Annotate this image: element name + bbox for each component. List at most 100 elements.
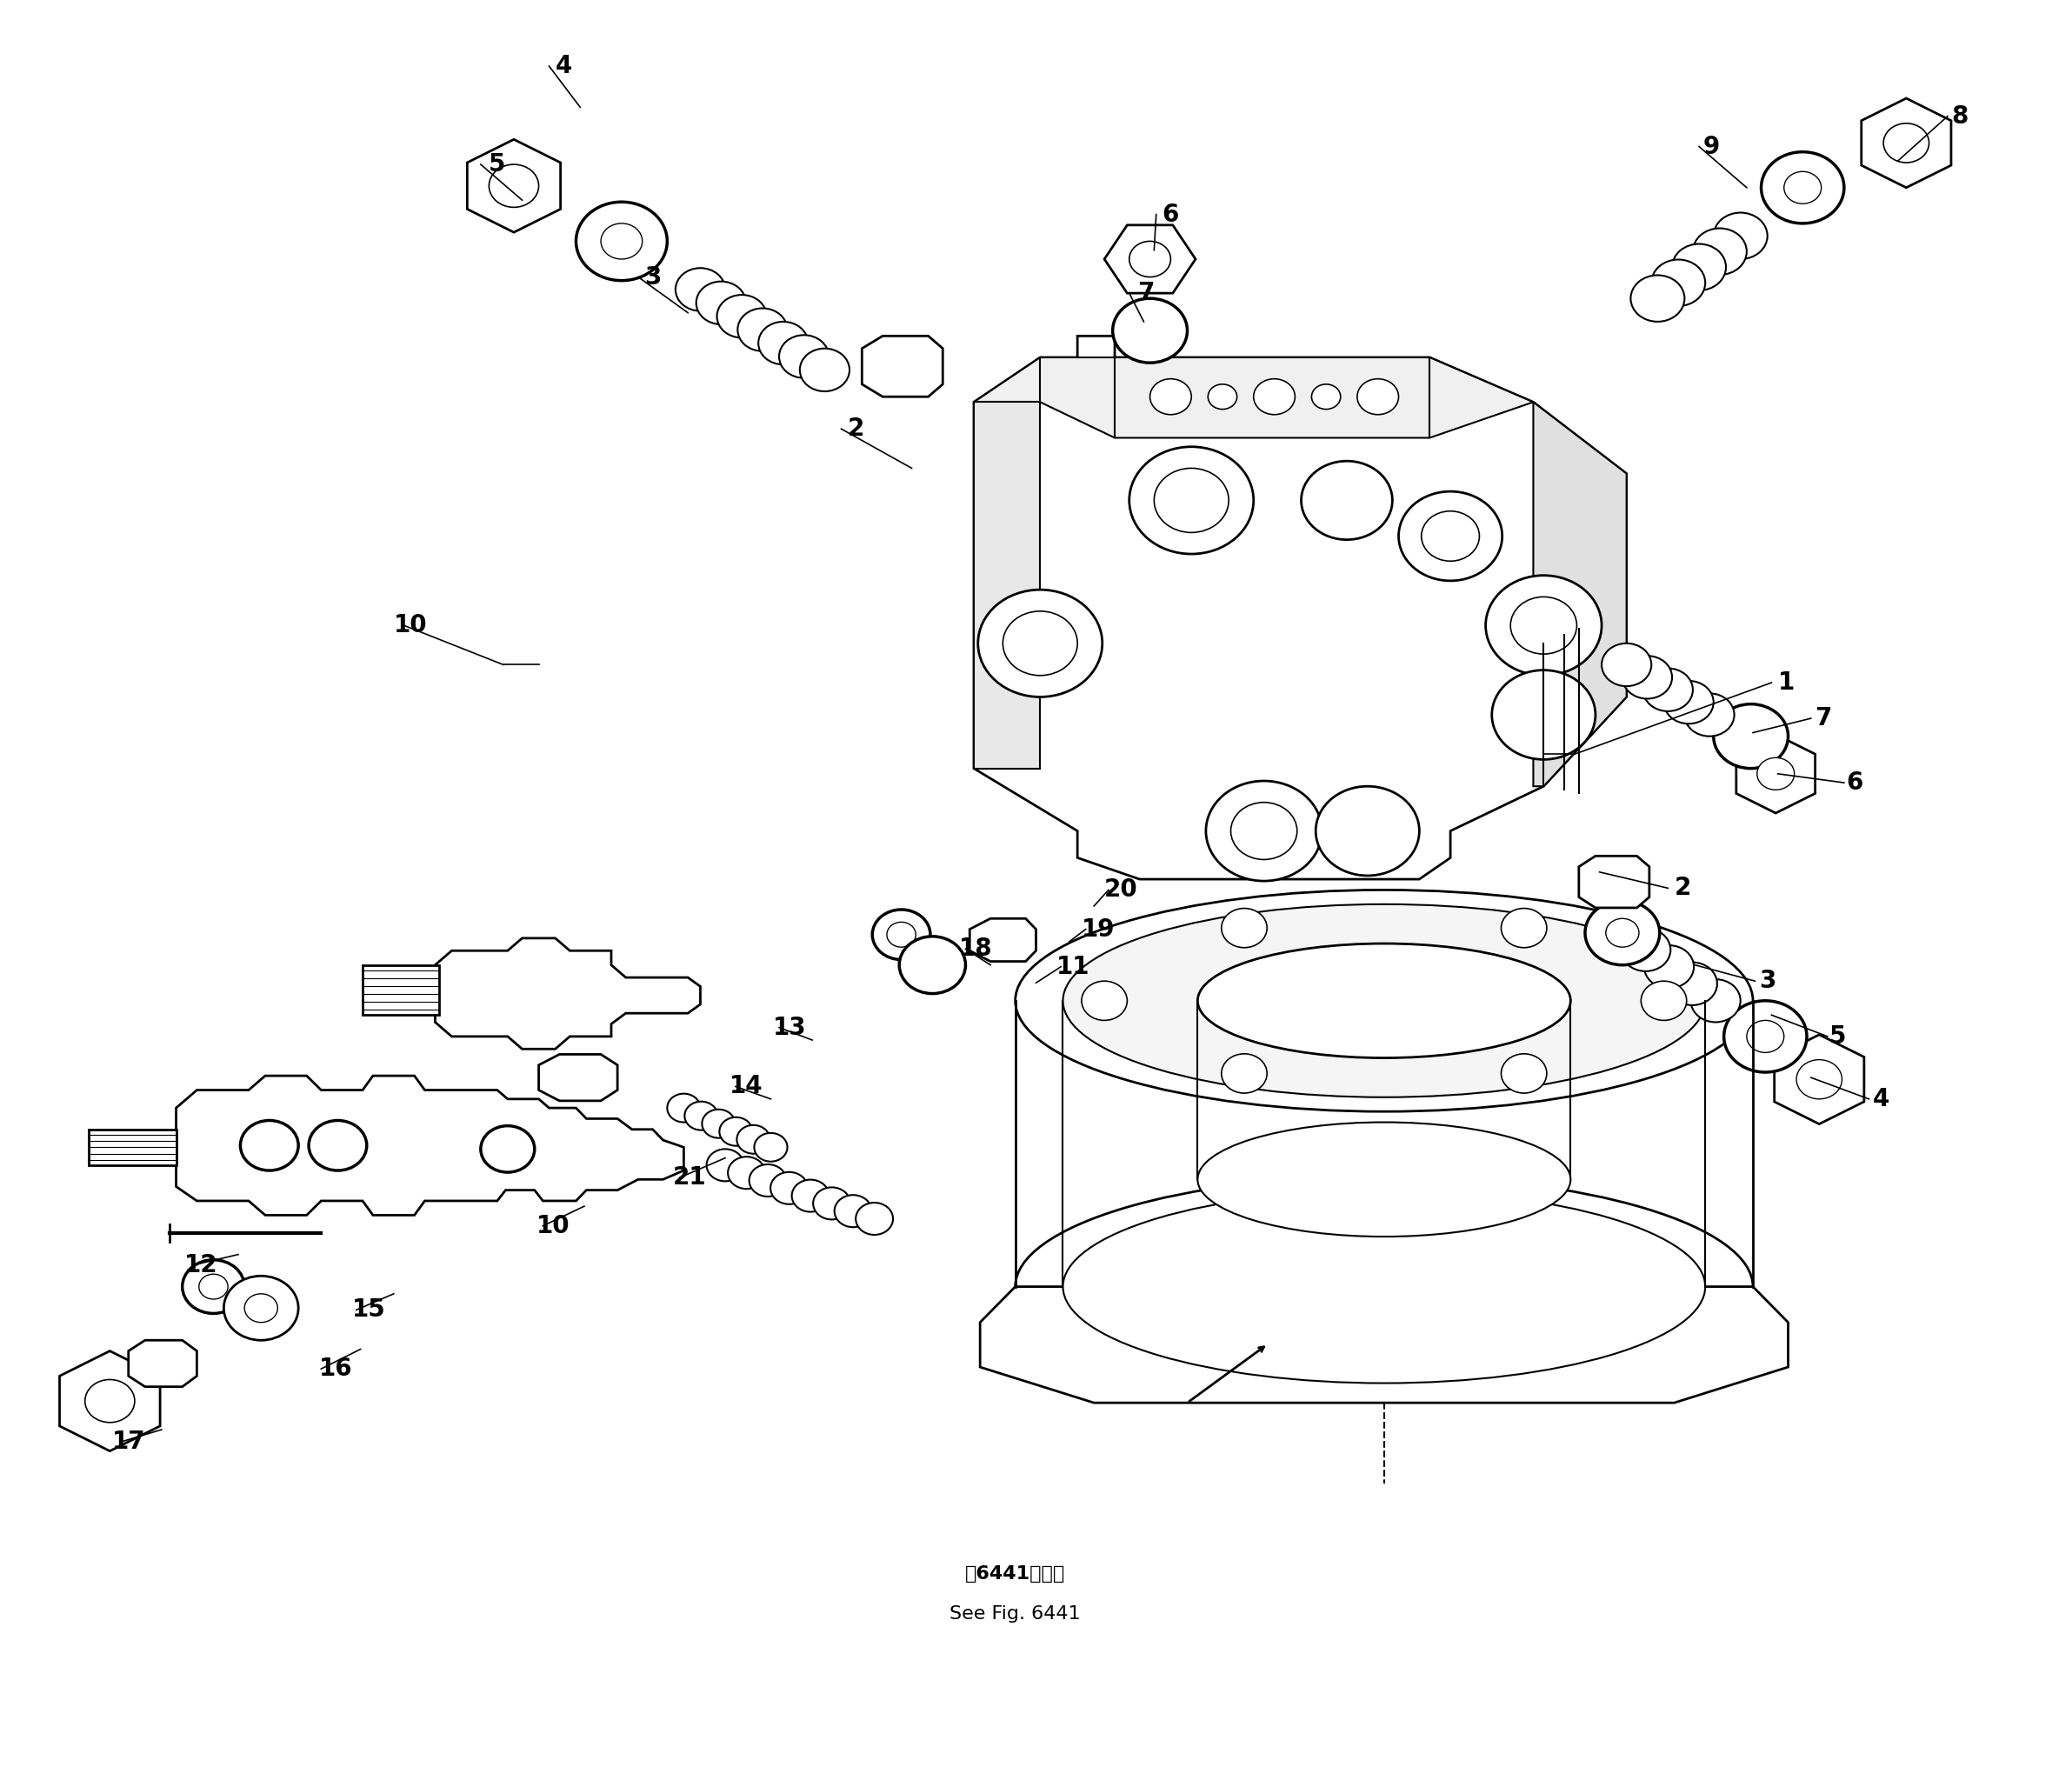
Circle shape: [1620, 929, 1670, 972]
Circle shape: [1761, 152, 1844, 223]
Circle shape: [717, 295, 767, 338]
Ellipse shape: [1198, 944, 1571, 1058]
Circle shape: [719, 1117, 752, 1145]
Circle shape: [1492, 670, 1595, 759]
Text: 7: 7: [1815, 706, 1832, 731]
Text: 2: 2: [1674, 876, 1691, 901]
Polygon shape: [60, 1351, 160, 1451]
Circle shape: [667, 1094, 700, 1122]
Circle shape: [1231, 802, 1297, 860]
Text: 7: 7: [1138, 281, 1154, 306]
Circle shape: [85, 1380, 135, 1422]
Circle shape: [702, 1110, 736, 1138]
Circle shape: [1486, 575, 1602, 675]
Polygon shape: [1736, 734, 1815, 813]
Polygon shape: [1579, 856, 1649, 908]
Text: 21: 21: [673, 1165, 707, 1190]
Polygon shape: [970, 919, 1036, 961]
Circle shape: [1113, 298, 1187, 363]
Circle shape: [481, 1126, 535, 1172]
Text: 5: 5: [489, 152, 506, 177]
Circle shape: [1399, 491, 1502, 581]
Circle shape: [779, 336, 829, 379]
Text: 4: 4: [1873, 1086, 1890, 1112]
Circle shape: [978, 590, 1102, 697]
Polygon shape: [980, 1287, 1788, 1403]
Circle shape: [1312, 384, 1341, 409]
Circle shape: [1301, 461, 1392, 540]
Polygon shape: [1861, 98, 1952, 188]
Circle shape: [1220, 908, 1266, 947]
Circle shape: [887, 922, 916, 947]
Text: 8: 8: [1952, 104, 1968, 129]
Polygon shape: [176, 1076, 684, 1215]
Circle shape: [1757, 758, 1794, 790]
Circle shape: [1082, 981, 1127, 1020]
Circle shape: [1150, 379, 1191, 415]
Ellipse shape: [1015, 890, 1753, 1112]
Text: 第6441図参照: 第6441図参照: [966, 1565, 1065, 1583]
Text: See Fig. 6441: See Fig. 6441: [949, 1605, 1082, 1623]
Ellipse shape: [1015, 1176, 1753, 1397]
Circle shape: [812, 1187, 850, 1219]
Circle shape: [1643, 945, 1693, 988]
Circle shape: [872, 910, 930, 960]
Text: 10: 10: [394, 613, 427, 638]
Circle shape: [1668, 963, 1718, 1004]
Text: 11: 11: [1057, 954, 1090, 979]
Text: 9: 9: [1703, 134, 1720, 159]
Circle shape: [1206, 781, 1322, 881]
Circle shape: [1796, 1060, 1842, 1099]
Circle shape: [1154, 468, 1229, 533]
Circle shape: [1510, 597, 1577, 654]
Text: 10: 10: [537, 1213, 570, 1238]
Circle shape: [771, 1172, 808, 1204]
Circle shape: [1664, 681, 1714, 724]
Text: 14: 14: [729, 1074, 762, 1099]
Circle shape: [1747, 1020, 1784, 1053]
Circle shape: [856, 1203, 893, 1235]
Circle shape: [489, 164, 539, 207]
Text: 6: 6: [1162, 202, 1179, 227]
Circle shape: [1784, 172, 1821, 204]
Circle shape: [601, 223, 642, 259]
Circle shape: [199, 1274, 228, 1299]
Circle shape: [1585, 901, 1660, 965]
Circle shape: [182, 1260, 244, 1313]
Text: 16: 16: [319, 1356, 352, 1381]
Circle shape: [727, 1156, 765, 1188]
Circle shape: [1500, 1054, 1546, 1094]
Circle shape: [1714, 213, 1767, 259]
Text: 4: 4: [555, 54, 572, 79]
Circle shape: [1606, 919, 1639, 947]
Circle shape: [696, 282, 746, 325]
Polygon shape: [974, 336, 1627, 879]
Circle shape: [754, 1133, 787, 1162]
Circle shape: [224, 1276, 298, 1340]
Circle shape: [1129, 241, 1171, 277]
Text: 13: 13: [773, 1015, 806, 1040]
Circle shape: [738, 1126, 771, 1154]
Circle shape: [1883, 123, 1929, 163]
Ellipse shape: [1063, 1190, 1705, 1383]
Circle shape: [1316, 786, 1419, 876]
Circle shape: [1602, 643, 1651, 686]
Circle shape: [244, 1294, 278, 1322]
Polygon shape: [363, 965, 439, 1015]
Circle shape: [240, 1120, 298, 1170]
Circle shape: [684, 1101, 717, 1129]
Circle shape: [800, 348, 850, 391]
Circle shape: [309, 1120, 367, 1170]
Circle shape: [1622, 656, 1672, 699]
Ellipse shape: [1198, 1122, 1571, 1237]
Text: 17: 17: [112, 1430, 145, 1455]
Circle shape: [1724, 1001, 1807, 1072]
Circle shape: [675, 268, 725, 311]
Circle shape: [576, 202, 667, 281]
Circle shape: [1003, 611, 1077, 675]
Polygon shape: [1533, 402, 1627, 786]
Text: 5: 5: [1830, 1024, 1846, 1049]
Polygon shape: [539, 1054, 617, 1101]
Circle shape: [1129, 447, 1254, 554]
Circle shape: [1220, 1054, 1266, 1094]
